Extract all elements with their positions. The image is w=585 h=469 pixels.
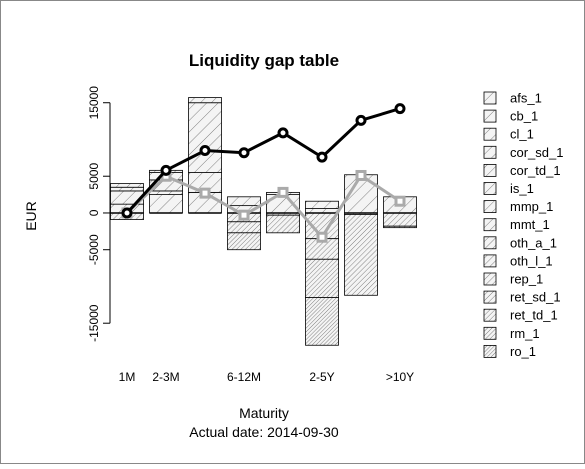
bar-segment xyxy=(110,186,144,192)
legend-label: rep_1 xyxy=(510,272,543,287)
y-tick-label: 15000 xyxy=(87,86,101,120)
legend-swatch xyxy=(483,145,497,159)
line-point xyxy=(277,186,289,198)
bar-segment xyxy=(188,97,222,104)
bar-segment xyxy=(305,200,339,209)
legend-swatch xyxy=(483,308,497,322)
line-point xyxy=(121,207,133,219)
bar-segment xyxy=(383,225,417,229)
legend-swatch xyxy=(483,127,497,141)
legend-swatch xyxy=(483,91,497,105)
legend-label: cor_td_1 xyxy=(510,163,561,178)
legend-swatch xyxy=(483,236,497,250)
y-axis-label: EUR xyxy=(23,201,39,231)
line-point xyxy=(394,195,406,207)
x-tick-label: 2-3M xyxy=(152,370,179,384)
line-point xyxy=(238,147,250,159)
legend-swatch xyxy=(483,109,497,123)
legend-swatch xyxy=(483,163,497,177)
bar-segment xyxy=(227,232,261,251)
legend-swatch xyxy=(483,272,497,286)
legend-label: ret_td_1 xyxy=(510,308,558,323)
line-point xyxy=(199,187,211,199)
bar-segment xyxy=(266,214,300,234)
x-tick-label: 6-12M xyxy=(227,370,261,384)
line-series xyxy=(125,173,401,240)
line-point xyxy=(238,209,250,221)
legend-swatch xyxy=(483,254,497,268)
bar-segment xyxy=(149,194,183,214)
bar-segment xyxy=(227,221,261,234)
x-axis-label: Maturity xyxy=(239,405,289,421)
x-tick-label: 1M xyxy=(119,370,136,384)
subtitle: Actual date: 2014-09-30 xyxy=(189,424,339,440)
legend-swatch xyxy=(483,344,497,358)
line-point xyxy=(277,127,289,139)
legend-label: cl_1 xyxy=(510,127,534,142)
legend-label: oth_l_1 xyxy=(510,253,553,268)
line-point xyxy=(199,144,211,156)
legend-swatch xyxy=(483,182,497,195)
legend-label: cb_1 xyxy=(510,109,538,124)
legend-label: afs_1 xyxy=(510,91,542,106)
legend-swatch xyxy=(483,326,497,340)
bar-segment xyxy=(110,183,144,188)
line-series xyxy=(125,107,401,214)
bar-segment xyxy=(188,102,222,173)
chart-title: Liquidity gap table xyxy=(189,51,339,70)
bar-segment xyxy=(227,196,261,207)
legend-label: ret_sd_1 xyxy=(510,290,561,305)
y-tick-label: -15000 xyxy=(87,304,101,342)
y-tick-label: 0 xyxy=(87,209,101,216)
legend-label: mmt_1 xyxy=(510,217,550,232)
x-tick-label: 2-5Y xyxy=(309,370,334,384)
legend-swatch xyxy=(483,218,497,232)
bar-segment xyxy=(344,214,378,296)
y-tick-label: 5000 xyxy=(87,163,101,190)
legend-swatch xyxy=(483,200,497,214)
legend-label: mmp_1 xyxy=(510,199,553,214)
legend-swatch xyxy=(483,290,497,304)
bar-segment xyxy=(305,297,339,346)
bar-segment xyxy=(305,258,339,298)
line-point xyxy=(394,103,406,115)
line-point xyxy=(355,114,367,126)
legend-label: rm_1 xyxy=(510,326,540,341)
line-point xyxy=(160,164,172,176)
legend-label: is_1 xyxy=(510,181,534,196)
line-point xyxy=(316,151,328,163)
x-tick-label: >10Y xyxy=(386,370,414,384)
bar-segment xyxy=(383,212,417,227)
line-point xyxy=(316,231,328,243)
y-tick-label: -5000 xyxy=(87,234,101,265)
legend-label: cor_sd_1 xyxy=(510,145,563,160)
legend-label: ro_1 xyxy=(510,344,536,359)
legend-label: oth_a_1 xyxy=(510,235,557,250)
line-point xyxy=(355,169,367,181)
bar-segment xyxy=(149,190,183,195)
